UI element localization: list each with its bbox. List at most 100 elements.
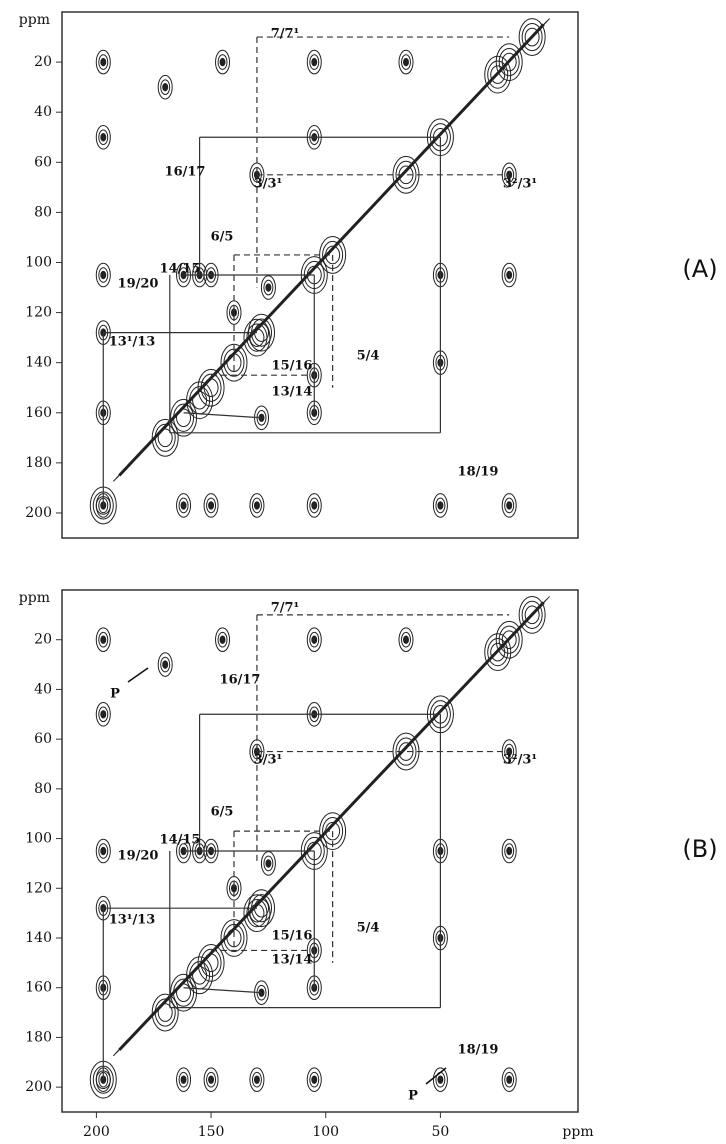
plot-frame (61, 589, 579, 1113)
y-tick-label: 20 (34, 54, 52, 70)
cross-peak (208, 501, 215, 510)
cross-peak (265, 859, 272, 868)
cross-peak (160, 79, 171, 95)
cross-peak (206, 497, 217, 514)
diagonal-peak (495, 43, 523, 81)
diagonal-peak (192, 390, 208, 410)
x-tick-label: 100 (312, 1124, 339, 1140)
peak-annotation: 18/19 (458, 1043, 499, 1058)
diagonal-peak (200, 948, 222, 977)
cross-peak (504, 167, 515, 183)
cross-peak (504, 743, 515, 760)
cross-peak (208, 1075, 215, 1084)
diagonal-peak (192, 965, 208, 985)
peak-annotation: 6/5 (211, 230, 234, 245)
diagonal-peak (484, 633, 512, 672)
y-tick-label: 100 (25, 254, 52, 270)
cross-peak (249, 1067, 265, 1092)
peak-annotation: 3²/3¹ (503, 177, 537, 192)
cross-peak (98, 54, 109, 70)
peak-annotation: P (408, 1089, 418, 1104)
y-tick-label: 100 (25, 831, 52, 847)
cross-peak (504, 267, 515, 283)
x-axis-label: ppm (562, 1124, 593, 1140)
cross-peak (401, 631, 411, 648)
cross-peak (95, 262, 111, 288)
correlation-line (183, 987, 262, 994)
diagonal-peak (154, 423, 176, 452)
panel: 20 40 60 80 100 120 140 160 180 200 ppm 7/7¹ 16/17 3/… (19, 11, 718, 539)
cross-peak (100, 133, 107, 142)
peak-annotation: 15/16 (272, 929, 313, 944)
y-tick-label: 120 (25, 305, 52, 321)
cross-peak (306, 49, 322, 75)
peak-annotation: 18/19 (458, 465, 499, 480)
diagonal-peak (498, 47, 520, 77)
cross-peak (501, 262, 517, 288)
cross-peak (160, 656, 171, 673)
cross-peak (309, 54, 320, 70)
y-tick-label: 40 (34, 104, 52, 120)
cross-peak (95, 701, 111, 727)
diagonal-peak (203, 953, 219, 973)
peak-annotation: 13/14 (272, 385, 313, 400)
peak-annotation: 6/5 (211, 805, 234, 820)
cross-peak (253, 501, 260, 510)
peak-annotation: 16/17 (165, 165, 206, 180)
peak-annotation: 7/7¹ (271, 601, 300, 616)
diagonal-peak (484, 55, 512, 94)
y-axis-label: ppm (19, 12, 50, 28)
y-tick-label: 200 (25, 505, 52, 521)
diagonal-contour (124, 18, 550, 470)
cross-peak (309, 497, 320, 514)
diagonal-peak (203, 378, 219, 398)
y-tick-label: 200 (25, 1079, 52, 1095)
cross-peak (263, 279, 274, 296)
peak-annotation: 13¹/13 (109, 913, 156, 928)
cross-peak (98, 631, 109, 648)
peak-annotation: 16/17 (220, 673, 261, 688)
diagonal-peak (498, 625, 520, 654)
diagonal-contour (124, 596, 550, 1045)
y-tick-label: 120 (25, 880, 52, 896)
diagonal-peak (151, 418, 179, 457)
cross-peak (437, 1075, 444, 1084)
y-tick-label: 40 (34, 681, 52, 697)
cross-peak (260, 851, 276, 876)
peak-annotation: 13/14 (272, 953, 313, 968)
peak-annotation: 3/3¹ (254, 177, 283, 192)
diagonal-peak (243, 894, 271, 933)
cross-peak (98, 267, 109, 283)
cross-peak (504, 843, 515, 859)
cross-peak (309, 1071, 320, 1088)
cross-peak (157, 652, 173, 677)
diagonal-peak (495, 620, 523, 659)
diagonal-peak (151, 993, 179, 1032)
y-tick-label: 180 (25, 1029, 52, 1045)
cross-peak (95, 49, 111, 75)
peak-annotation: 19/20 (118, 277, 159, 292)
x-tick-label: 150 (198, 1124, 225, 1140)
cross-peak (100, 635, 107, 644)
panel: 20 40 60 80 100 120 140 160 180 200 ppm 200 150 100 50… (19, 589, 718, 1140)
arrow (127, 667, 149, 683)
diagonal-peak (524, 27, 540, 47)
cross-peak (311, 57, 318, 67)
cross-peak (206, 1071, 217, 1088)
diagonal-peak (157, 428, 173, 448)
panel-label: (A) (682, 255, 717, 283)
cross-peak (251, 497, 262, 514)
cross-peak (506, 270, 513, 280)
cross-peak (100, 846, 107, 856)
cross-peak (178, 1071, 189, 1088)
cross-peak (311, 1075, 318, 1084)
panel-label: (B) (682, 835, 717, 863)
cross-peak (157, 74, 173, 100)
cross-peak (215, 627, 231, 653)
x-tick-label: 200 (83, 1124, 110, 1140)
cross-peak (306, 627, 322, 653)
peak-annotation: 3²/3¹ (503, 753, 537, 768)
diagonal-peak (518, 595, 546, 634)
peak-annotation: 14/15 (160, 833, 201, 848)
